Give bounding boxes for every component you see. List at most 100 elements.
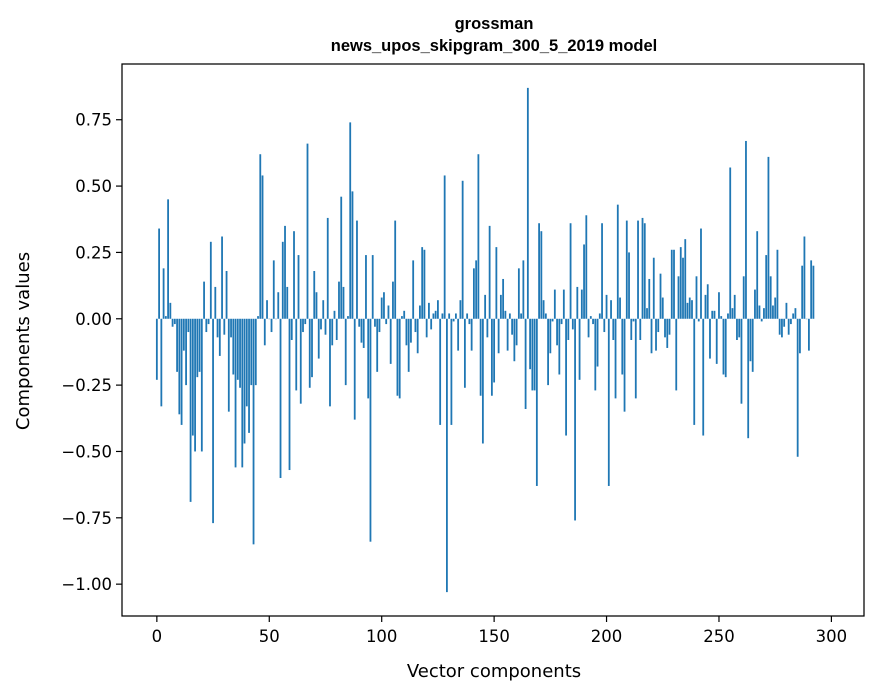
bar: [475, 260, 478, 319]
bar: [659, 273, 662, 319]
bar: [277, 292, 280, 319]
bar: [261, 175, 264, 319]
y-tick-label: 0.50: [75, 177, 112, 196]
bar: [428, 302, 430, 319]
bar: [589, 316, 592, 319]
bar: [769, 276, 772, 319]
bar: [311, 318, 313, 378]
bar: [765, 255, 768, 319]
bar: [560, 318, 563, 325]
bar: [637, 220, 639, 319]
bar: [212, 318, 214, 524]
bar: [446, 318, 448, 593]
bar: [457, 318, 460, 351]
bar: [517, 268, 520, 319]
bar: [176, 318, 178, 372]
bar: [225, 271, 228, 319]
bar: [392, 281, 394, 319]
bar: [711, 310, 714, 319]
bar: [655, 318, 657, 351]
bar: [668, 318, 671, 335]
bar: [542, 300, 545, 319]
bar: [763, 308, 765, 319]
bar: [733, 294, 736, 319]
bar: [452, 318, 455, 322]
bar: [284, 225, 286, 319]
bar: [677, 276, 680, 319]
chart-title: grossman: [455, 15, 534, 33]
bar: [234, 318, 237, 468]
bar: [302, 318, 304, 333]
bar: [603, 318, 606, 333]
y-axis-ticks: −1.00 −0.75 −0.50 −0.25 0.00 0.25 0.50 0.75: [61, 111, 122, 594]
bar: [257, 316, 259, 319]
bar: [551, 318, 554, 322]
bar: [682, 257, 684, 319]
bar: [634, 318, 637, 399]
bar: [598, 313, 601, 319]
bar: [695, 276, 698, 319]
bar: [623, 318, 626, 412]
bar: [472, 268, 475, 319]
x-tick-label: 300: [816, 627, 848, 646]
bar: [347, 316, 349, 319]
bar: [481, 318, 484, 444]
bar: [738, 318, 741, 338]
bar: [796, 318, 799, 457]
bar: [288, 318, 291, 471]
bar: [286, 286, 289, 319]
bar: [437, 300, 439, 319]
bar: [495, 247, 498, 319]
bar: [196, 318, 199, 378]
bar: [661, 297, 664, 319]
bar: [198, 318, 201, 372]
bar: [641, 217, 644, 319]
bar: [722, 318, 725, 375]
bar: [317, 318, 320, 359]
bar: [448, 313, 451, 319]
bar: [751, 318, 754, 372]
bar: [232, 318, 235, 375]
bar: [693, 318, 696, 425]
bar: [169, 302, 172, 319]
bar: [745, 140, 747, 319]
bar: [553, 289, 556, 319]
bar: [506, 318, 509, 351]
bar: [281, 241, 284, 319]
bar: [801, 265, 804, 319]
bar: [709, 318, 711, 359]
bar: [162, 268, 165, 319]
bar: [250, 318, 253, 386]
bar: [778, 318, 781, 335]
bar: [520, 313, 523, 319]
bar: [605, 294, 608, 319]
bar: [371, 255, 374, 319]
bar: [248, 318, 250, 433]
bar: [576, 286, 579, 319]
bar: [443, 175, 446, 319]
bar: [580, 289, 583, 319]
bar: [607, 318, 610, 486]
bar: [664, 318, 666, 338]
bar: [538, 223, 540, 319]
bar: [430, 318, 433, 330]
bar: [380, 297, 383, 319]
bar: [508, 313, 511, 319]
bar: [794, 308, 797, 319]
bar: [673, 249, 675, 319]
bar: [688, 297, 691, 319]
bar: [731, 308, 734, 319]
bar: [439, 318, 442, 425]
bar: [407, 318, 410, 372]
bar: [329, 318, 331, 407]
bar: [697, 318, 700, 322]
bar: [803, 236, 806, 319]
bar: [421, 247, 424, 319]
bar: [173, 318, 176, 325]
bar: [410, 318, 412, 343]
bar: [783, 318, 786, 327]
bar: [616, 204, 619, 319]
bar: [455, 313, 457, 319]
bar: [702, 318, 705, 436]
bar: [349, 122, 352, 319]
